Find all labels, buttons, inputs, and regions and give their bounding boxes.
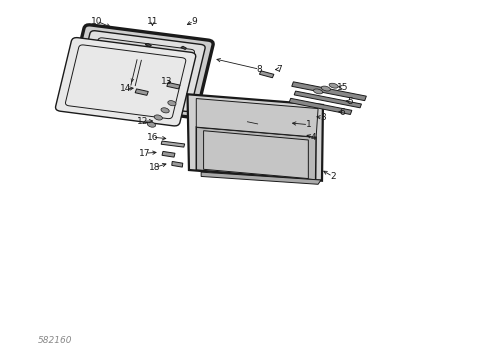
Polygon shape bbox=[145, 44, 151, 47]
Text: 14: 14 bbox=[120, 84, 131, 93]
FancyBboxPatch shape bbox=[55, 37, 196, 126]
Polygon shape bbox=[292, 82, 367, 101]
Text: 17: 17 bbox=[139, 149, 151, 158]
Polygon shape bbox=[135, 89, 148, 95]
Ellipse shape bbox=[168, 101, 176, 106]
Polygon shape bbox=[162, 152, 175, 157]
Text: 582160: 582160 bbox=[38, 336, 73, 345]
Text: 8: 8 bbox=[257, 65, 263, 74]
Text: 4: 4 bbox=[310, 132, 316, 141]
Polygon shape bbox=[167, 82, 180, 89]
Polygon shape bbox=[181, 46, 187, 49]
Polygon shape bbox=[203, 131, 308, 179]
Text: 15: 15 bbox=[337, 83, 348, 92]
Ellipse shape bbox=[314, 89, 323, 94]
Polygon shape bbox=[161, 141, 185, 147]
Ellipse shape bbox=[161, 108, 169, 113]
Polygon shape bbox=[188, 94, 323, 181]
Text: 9: 9 bbox=[191, 17, 196, 26]
FancyBboxPatch shape bbox=[75, 31, 205, 111]
Text: 1: 1 bbox=[305, 120, 311, 129]
Text: 10: 10 bbox=[91, 17, 102, 26]
Text: 3: 3 bbox=[320, 113, 326, 122]
FancyBboxPatch shape bbox=[86, 38, 195, 104]
Text: 6: 6 bbox=[340, 108, 345, 117]
Text: 2: 2 bbox=[330, 172, 336, 181]
Ellipse shape bbox=[147, 122, 155, 127]
Polygon shape bbox=[201, 172, 321, 184]
Polygon shape bbox=[172, 161, 183, 167]
Ellipse shape bbox=[154, 115, 162, 120]
Ellipse shape bbox=[329, 83, 338, 88]
Text: 13: 13 bbox=[161, 77, 173, 86]
Ellipse shape bbox=[321, 86, 330, 91]
Text: 16: 16 bbox=[147, 132, 158, 141]
Polygon shape bbox=[289, 98, 352, 114]
FancyBboxPatch shape bbox=[67, 25, 213, 117]
Polygon shape bbox=[260, 71, 274, 78]
Text: 12: 12 bbox=[137, 117, 148, 126]
Text: 18: 18 bbox=[149, 163, 161, 172]
Polygon shape bbox=[196, 99, 318, 137]
Polygon shape bbox=[196, 127, 316, 180]
Text: 11: 11 bbox=[147, 17, 158, 26]
Text: 5: 5 bbox=[347, 97, 353, 106]
Polygon shape bbox=[294, 91, 362, 108]
Text: 7: 7 bbox=[276, 65, 282, 74]
